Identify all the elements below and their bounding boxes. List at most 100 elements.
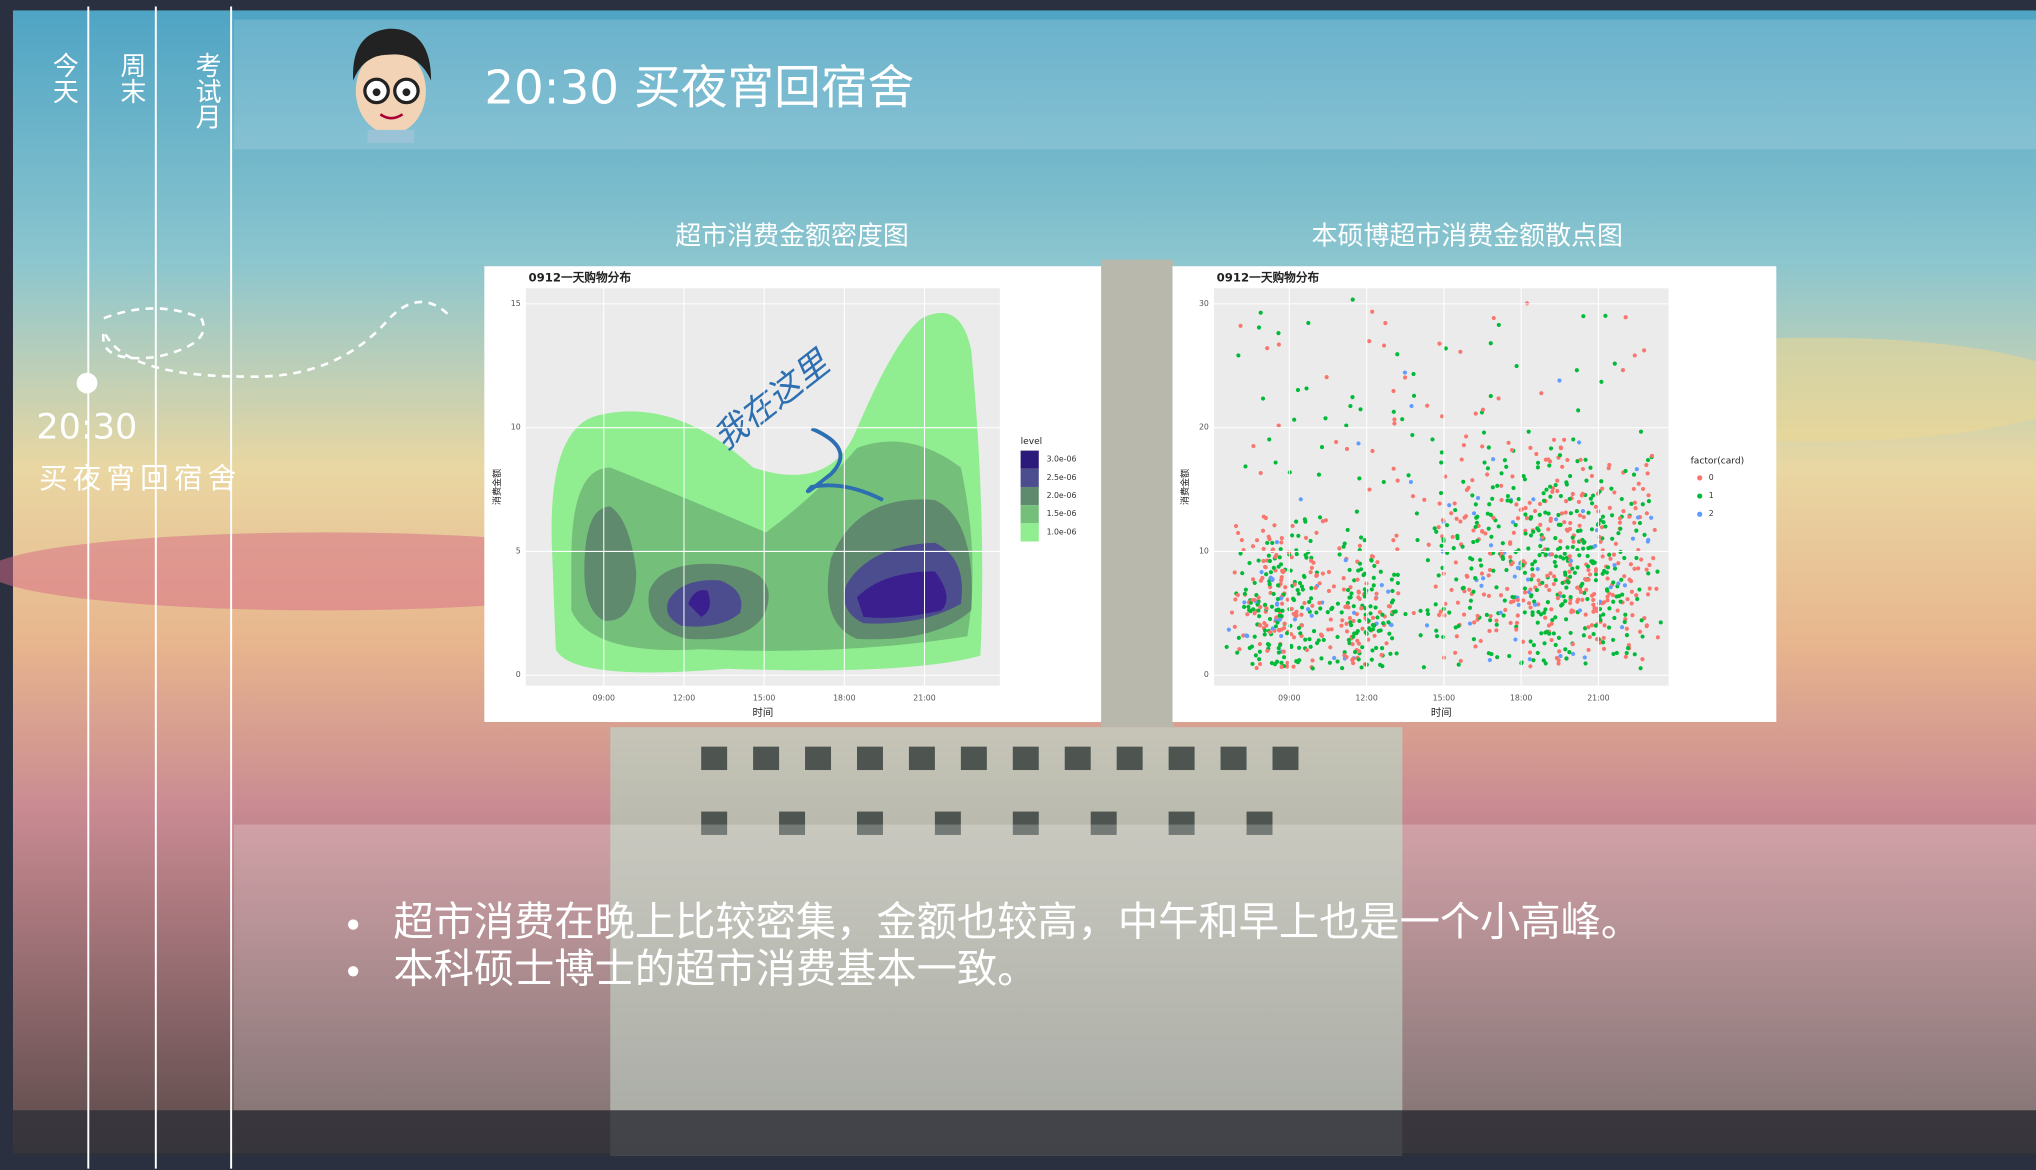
scatter-point bbox=[1486, 573, 1491, 578]
scatter-point bbox=[1350, 297, 1355, 302]
scatter-point bbox=[1568, 511, 1573, 516]
scatter-point bbox=[1561, 556, 1566, 561]
scatter-point bbox=[1342, 541, 1347, 546]
scatter-point bbox=[1266, 642, 1272, 647]
scatter-point bbox=[1606, 625, 1612, 630]
scatter-point bbox=[1565, 545, 1570, 550]
scatter-point bbox=[1443, 346, 1448, 351]
scatter-point bbox=[1612, 615, 1617, 621]
scatter-point bbox=[1334, 439, 1339, 445]
scatter-point bbox=[1470, 493, 1475, 498]
scatter-point bbox=[1522, 570, 1527, 575]
scatter-point bbox=[1528, 605, 1533, 610]
scatter-point bbox=[1635, 596, 1640, 602]
scatter-point bbox=[1558, 545, 1563, 551]
scatter-point bbox=[1270, 547, 1276, 552]
scatter-point bbox=[1543, 552, 1549, 557]
scatter-point bbox=[1580, 466, 1586, 472]
scatter-point bbox=[1300, 587, 1305, 592]
scatter-point bbox=[1549, 621, 1554, 626]
scatter-point bbox=[1348, 620, 1353, 625]
scatter-point bbox=[1291, 596, 1296, 601]
scatter-point bbox=[1554, 517, 1559, 522]
scatter-point bbox=[1508, 600, 1514, 605]
scatter-point bbox=[1562, 437, 1567, 442]
scatter-point bbox=[1303, 535, 1309, 540]
scatter-point bbox=[1651, 556, 1656, 561]
scatter-point bbox=[1402, 375, 1408, 380]
scatter-point bbox=[1292, 582, 1297, 587]
scatter-point bbox=[1282, 621, 1287, 626]
y-tick-label: 30 bbox=[1199, 299, 1209, 308]
timeline-dot[interactable] bbox=[76, 372, 98, 394]
scatter-point bbox=[1314, 530, 1319, 535]
scatter-point bbox=[1247, 645, 1252, 651]
scatter-point bbox=[1449, 511, 1454, 516]
scatter-point bbox=[1548, 459, 1553, 464]
scatter-point bbox=[1238, 323, 1243, 328]
scatter-point bbox=[1256, 595, 1261, 600]
scatter-point bbox=[1644, 623, 1649, 628]
scatter-point bbox=[1331, 584, 1336, 589]
scatter-point bbox=[1551, 631, 1556, 636]
scatter-point bbox=[1461, 612, 1467, 617]
scatter-point bbox=[1244, 633, 1249, 638]
scatter-point bbox=[1581, 314, 1586, 319]
scatter-point bbox=[1488, 341, 1493, 346]
scatter-point bbox=[1644, 567, 1649, 572]
scatter-point bbox=[1521, 473, 1526, 479]
scatter-point bbox=[1570, 642, 1575, 647]
scatter-point bbox=[1319, 656, 1324, 661]
scatter-point bbox=[1438, 490, 1444, 496]
scatter-point bbox=[1314, 573, 1319, 578]
scatter-point bbox=[1546, 527, 1551, 532]
scatter-point bbox=[1552, 559, 1557, 565]
scatter-point bbox=[1366, 618, 1371, 623]
scatter-point bbox=[1593, 578, 1599, 583]
scatter-point bbox=[1642, 348, 1647, 353]
nav-item[interactable]: 考试月 bbox=[191, 52, 221, 130]
scatter-point bbox=[1356, 589, 1361, 594]
scatter-point bbox=[1471, 528, 1476, 533]
scatter-point bbox=[1645, 592, 1651, 597]
scatter-point bbox=[1619, 577, 1624, 582]
scatter-point bbox=[1612, 361, 1617, 366]
scatter-point bbox=[1630, 613, 1635, 618]
timeline-event: 买夜宵回宿舍 bbox=[39, 461, 241, 495]
scatter-point bbox=[1508, 555, 1513, 560]
scatter-point bbox=[1350, 395, 1355, 400]
scatter-point bbox=[1554, 554, 1559, 559]
scatter-point bbox=[1522, 586, 1527, 591]
scatter-point bbox=[1274, 615, 1279, 620]
scatter-point bbox=[1633, 506, 1638, 511]
scatter-point bbox=[1578, 583, 1584, 588]
scatter-point bbox=[1391, 538, 1396, 543]
nav-item[interactable]: 周末 bbox=[116, 52, 146, 104]
scatter-point bbox=[1515, 565, 1520, 570]
scatter-point bbox=[1527, 601, 1532, 606]
scatter-point bbox=[1285, 660, 1290, 665]
scatter-point bbox=[1586, 647, 1591, 653]
scatter-point bbox=[1362, 594, 1367, 599]
scatter-point bbox=[1247, 560, 1252, 566]
scatter-point bbox=[1316, 472, 1322, 477]
scatter-point bbox=[1535, 465, 1540, 470]
x-tick-label: 12:00 bbox=[673, 694, 695, 703]
scatter-point bbox=[1613, 541, 1619, 546]
scatter-point bbox=[1550, 617, 1555, 623]
y-tick-label: 20 bbox=[1199, 423, 1209, 432]
scatter-point bbox=[1530, 573, 1535, 578]
scatter-point bbox=[1460, 544, 1465, 549]
scatter-point bbox=[1256, 325, 1262, 330]
scatter-point bbox=[1319, 445, 1325, 450]
scatter-point bbox=[1488, 393, 1493, 399]
scatter-point bbox=[1408, 479, 1413, 485]
scatter-point bbox=[1298, 497, 1303, 502]
scatter-point bbox=[1642, 532, 1647, 537]
scatter-point bbox=[1575, 585, 1580, 590]
nav-item[interactable]: 今天 bbox=[48, 52, 78, 104]
scatter-point bbox=[1631, 486, 1636, 491]
scatter-point bbox=[1350, 656, 1356, 662]
scatter-point bbox=[1297, 658, 1302, 663]
scatter-point bbox=[1500, 541, 1505, 546]
